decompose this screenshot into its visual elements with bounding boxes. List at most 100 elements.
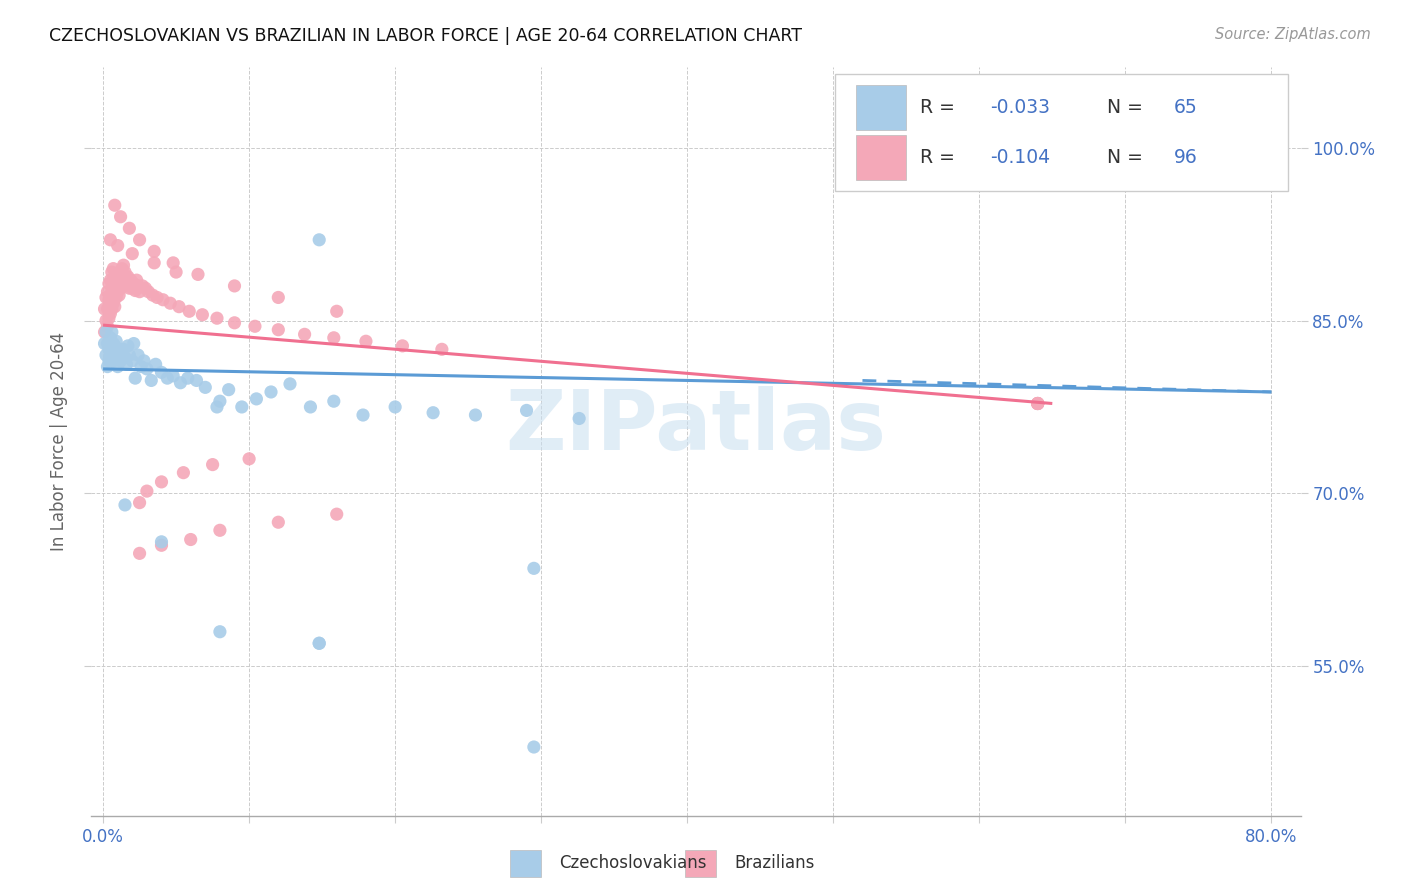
Point — [96, 319, 118, 334]
Point — [299, 400, 322, 414]
Point — [245, 392, 267, 406]
Point — [135, 484, 157, 499]
Point — [167, 300, 190, 314]
Point — [100, 290, 122, 304]
Text: CZECHOSLOVAKIAN VS BRAZILIAN IN LABOR FORCE | AGE 20-64 CORRELATION CHART: CZECHOSLOVAKIAN VS BRAZILIAN IN LABOR FO… — [49, 27, 803, 45]
Point — [224, 279, 246, 293]
Bar — [509, 850, 541, 877]
Point — [267, 290, 290, 304]
Point — [243, 319, 266, 334]
Point — [93, 325, 115, 339]
Point — [322, 331, 344, 345]
Point — [172, 466, 194, 480]
Point — [97, 293, 120, 307]
Point — [121, 354, 143, 368]
Point — [104, 198, 127, 212]
Point — [523, 739, 546, 754]
Point — [97, 311, 120, 326]
Point — [96, 285, 118, 299]
Text: -0.104: -0.104 — [990, 148, 1050, 167]
Point — [100, 331, 122, 345]
Bar — [685, 850, 717, 877]
Point — [125, 273, 148, 287]
Point — [108, 288, 131, 302]
Point — [422, 406, 444, 420]
Point — [129, 359, 152, 374]
Text: ZIPatlas: ZIPatlas — [506, 386, 886, 467]
Point — [100, 273, 122, 287]
Point — [117, 339, 139, 353]
Text: 96: 96 — [1174, 148, 1198, 167]
Point — [111, 348, 134, 362]
Point — [523, 561, 546, 575]
Point — [100, 348, 122, 362]
Point — [186, 374, 208, 388]
Point — [208, 624, 231, 639]
Point — [152, 293, 174, 307]
Point — [104, 339, 127, 353]
Point — [110, 354, 132, 368]
Point — [191, 308, 214, 322]
FancyBboxPatch shape — [856, 135, 907, 180]
Point — [143, 256, 166, 270]
Point — [118, 221, 141, 235]
Point — [179, 304, 201, 318]
Point — [117, 269, 139, 284]
Point — [180, 533, 202, 547]
Point — [1026, 396, 1049, 410]
Point — [145, 357, 167, 371]
Point — [111, 261, 134, 276]
Point — [464, 408, 486, 422]
Point — [112, 273, 135, 287]
Point — [110, 281, 132, 295]
Point — [1026, 396, 1049, 410]
Point — [150, 534, 173, 549]
Point — [260, 384, 283, 399]
Point — [391, 339, 413, 353]
Point — [101, 343, 124, 357]
Point — [93, 301, 115, 316]
Text: R =: R = — [920, 148, 960, 167]
Point — [132, 354, 155, 368]
Point — [94, 348, 117, 362]
Point — [103, 354, 125, 368]
Point — [218, 383, 240, 397]
Point — [150, 538, 173, 552]
Point — [107, 359, 129, 374]
Text: N =: N = — [1107, 98, 1149, 117]
FancyBboxPatch shape — [835, 74, 1288, 191]
Point — [114, 279, 136, 293]
Point — [143, 244, 166, 259]
Point — [308, 636, 330, 650]
Point — [187, 268, 209, 282]
Point — [105, 351, 128, 365]
FancyBboxPatch shape — [856, 85, 907, 130]
Point — [121, 281, 143, 295]
Point — [127, 348, 149, 362]
Point — [224, 316, 246, 330]
Point — [208, 524, 231, 538]
Point — [101, 301, 124, 316]
Point — [516, 403, 538, 417]
Point — [150, 365, 173, 379]
Point — [325, 507, 347, 521]
Point — [135, 362, 157, 376]
Point — [96, 336, 118, 351]
Point — [194, 380, 217, 394]
Point — [162, 256, 184, 270]
Point — [1026, 396, 1049, 410]
Point — [384, 400, 406, 414]
Point — [122, 336, 145, 351]
Point — [97, 354, 120, 368]
Point — [267, 515, 290, 529]
Point — [1026, 396, 1049, 410]
Point — [156, 371, 179, 385]
Point — [97, 343, 120, 357]
Point — [124, 284, 146, 298]
Point — [122, 277, 145, 291]
Point — [325, 304, 347, 318]
Point — [110, 265, 132, 279]
Point — [101, 325, 124, 339]
Point — [114, 351, 136, 365]
Point — [134, 281, 156, 295]
